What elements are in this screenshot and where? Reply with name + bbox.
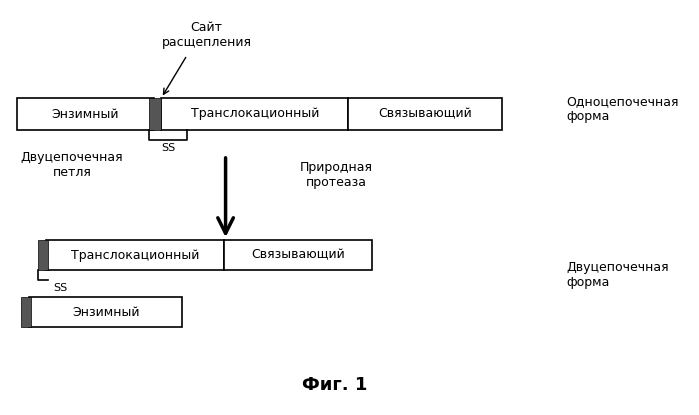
Text: SS: SS [161, 143, 175, 153]
FancyBboxPatch shape [46, 240, 224, 270]
Text: Двуцепочечная
петля: Двуцепочечная петля [21, 151, 123, 179]
FancyBboxPatch shape [29, 297, 182, 327]
Text: Транслокационный: Транслокационный [191, 107, 319, 120]
Text: Энзимный: Энзимный [72, 305, 139, 318]
Bar [21, 297, 31, 327]
Text: Фиг. 1: Фиг. 1 [303, 376, 368, 394]
Text: Связывающий: Связывающий [251, 249, 345, 261]
Bar [149, 98, 161, 130]
FancyBboxPatch shape [348, 98, 502, 130]
Text: Сайт
расщепления: Сайт расщепления [161, 21, 252, 49]
FancyBboxPatch shape [224, 240, 373, 270]
Text: Энзимный: Энзимный [52, 107, 120, 120]
FancyBboxPatch shape [161, 98, 348, 130]
Text: Природная
протеаза: Природная протеаза [299, 161, 373, 189]
Text: Связывающий: Связывающий [378, 107, 472, 120]
Text: SS: SS [53, 283, 67, 293]
Text: Одноцепочечная
форма: Одноцепочечная форма [566, 95, 679, 123]
FancyBboxPatch shape [17, 98, 154, 130]
Text: Транслокационный: Транслокационный [71, 249, 199, 261]
Text: Двуцепочечная
форма: Двуцепочечная форма [566, 261, 669, 289]
Bar [38, 240, 48, 270]
